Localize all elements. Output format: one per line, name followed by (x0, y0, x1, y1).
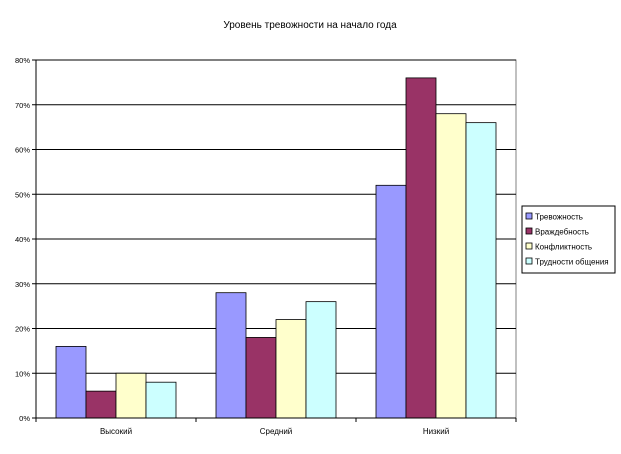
y-tick-label: 10% (15, 369, 30, 378)
bar (145, 381, 177, 419)
bar (275, 319, 307, 419)
bar (115, 372, 147, 419)
bar (375, 184, 407, 419)
bars (55, 77, 497, 419)
bar (405, 77, 437, 419)
y-tick-label: 20% (15, 325, 30, 334)
y-tick-label: 70% (15, 101, 30, 110)
y-tick-label: 30% (15, 280, 30, 289)
legend-swatch (525, 257, 533, 265)
legend-label: Конфликтность (535, 243, 592, 252)
y-tick-label: 40% (15, 235, 30, 244)
legend-swatch (525, 212, 533, 220)
bar (305, 301, 337, 419)
bar (55, 345, 87, 419)
legend-label: Тревожность (535, 213, 583, 222)
bar (435, 113, 467, 419)
x-tick-label: Низкий (423, 427, 449, 436)
chart-title: Уровень тревожности на начало года (223, 20, 397, 31)
y-tick-label: 50% (15, 190, 30, 199)
x-tick-label: Высокий (100, 427, 132, 436)
x-axis: Высокий Средний Низкий (35, 417, 517, 436)
y-tick-label: 60% (15, 146, 30, 155)
y-tick-label: 0% (19, 414, 30, 423)
legend-label: Трудности общения (535, 258, 609, 267)
x-tick-label: Средний (260, 427, 293, 436)
legend: Тревожность Враждебность Конфликтность Труд… (521, 205, 616, 274)
y-axis-ticks: 0% 10% 20% 30% 40% 50% 60% 70% 80% (15, 56, 37, 423)
legend-swatch (525, 242, 533, 250)
y-tick-label: 80% (15, 56, 30, 65)
legend-box (521, 205, 616, 274)
bar (465, 122, 497, 419)
bar (215, 292, 247, 419)
bar (85, 390, 117, 419)
legend-label: Враждебность (535, 228, 589, 237)
bar (245, 337, 277, 419)
legend-swatch (525, 227, 533, 235)
